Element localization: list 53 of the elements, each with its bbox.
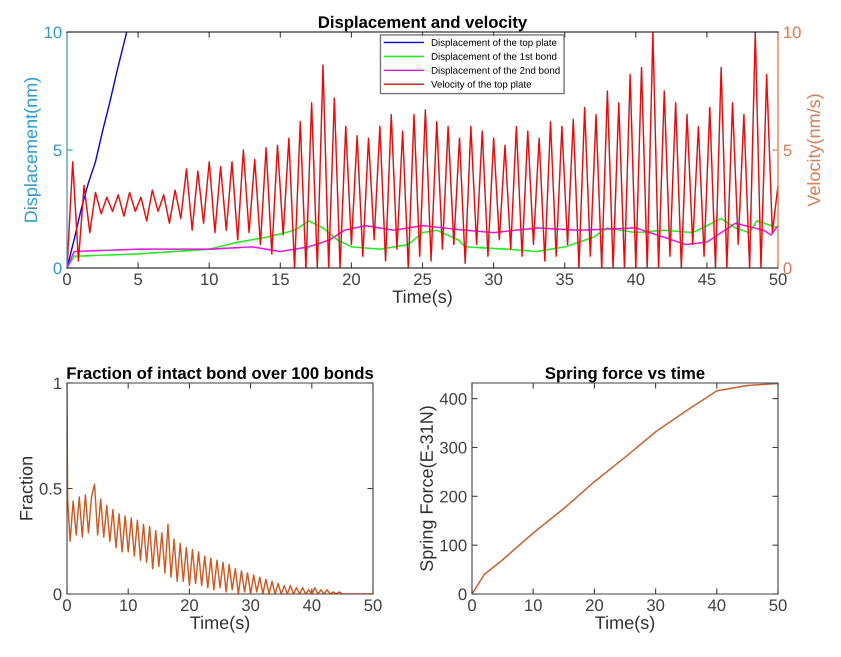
x-tick-label: 20 (180, 599, 198, 612)
x-tick-label: 10 (120, 599, 137, 612)
y-tick-label: 1 (54, 378, 62, 390)
y2-axis-title: Velocity(nm/s) (806, 94, 824, 207)
x-tick-label: 15 (272, 273, 289, 286)
y-tick-label: 0 (54, 588, 62, 600)
x-tick-label: 50 (769, 273, 787, 286)
y-axis-title: Fraction (19, 457, 33, 520)
x-tick-label: 25 (414, 273, 432, 286)
x-axis-title: Time(s) (392, 290, 452, 307)
legend-label: Velocity of the top plate (431, 80, 532, 90)
x-tick-label: 20 (342, 273, 360, 286)
chart-title: Fraction of intact bond over 100 bonds (67, 366, 374, 379)
x-tick-label: 0 (63, 273, 71, 286)
line-series (67, 32, 778, 268)
x-tick-label: 30 (646, 599, 664, 612)
y-tick-label: 0 (54, 262, 62, 274)
y-tick-label: 300 (440, 442, 466, 454)
x-tick-label: 40 (708, 599, 726, 612)
y-tick-label: 100 (440, 540, 466, 552)
x-tick-label: 10 (525, 599, 542, 612)
legend-label: Displacement of the 1st bond (432, 52, 556, 62)
x-tick-label: 20 (586, 599, 604, 612)
y-tick-label: 10 (44, 26, 62, 38)
x-tick-label: 40 (626, 273, 644, 286)
y-axis-title: Displacement(nm) (24, 78, 41, 222)
chart-title: Spring force vs time (545, 366, 705, 382)
x-tick-label: 10 (201, 273, 218, 286)
x-tick-label: 45 (698, 273, 716, 286)
legend-label: Displacement of the top plate (432, 38, 557, 48)
legend-label: Displacement of the 2nd bond (432, 66, 560, 76)
x-tick-label: 0 (63, 599, 71, 612)
x-axis-title: Time(s) (190, 616, 250, 633)
x-tick-label: 5 (134, 273, 142, 286)
y-tick-label: 400 (440, 393, 466, 405)
chart-title: Displacement and velocity (318, 16, 528, 32)
line-series (472, 383, 778, 594)
x-tick-label: 30 (484, 273, 502, 286)
y-axis-title: Spring Force(E-31N) (420, 406, 437, 571)
y-tick-label: 0 (458, 588, 466, 600)
x-axis-title: Time(s) (595, 616, 654, 633)
x-tick-label: 50 (364, 599, 382, 612)
y2-tick-label: 5 (784, 144, 792, 156)
x-tick-label: 50 (769, 599, 787, 612)
y2-tick-label: 10 (784, 26, 801, 38)
y-tick-label: 0.5 (40, 482, 62, 495)
x-tick-label: 0 (468, 599, 476, 612)
y2-tick-label: 0 (784, 262, 792, 274)
y-tick-label: 5 (54, 144, 62, 156)
x-tick-label: 30 (242, 599, 260, 612)
x-tick-label: 35 (556, 273, 574, 286)
x-tick-label: 40 (302, 599, 320, 612)
y-tick-label: 200 (440, 490, 466, 503)
